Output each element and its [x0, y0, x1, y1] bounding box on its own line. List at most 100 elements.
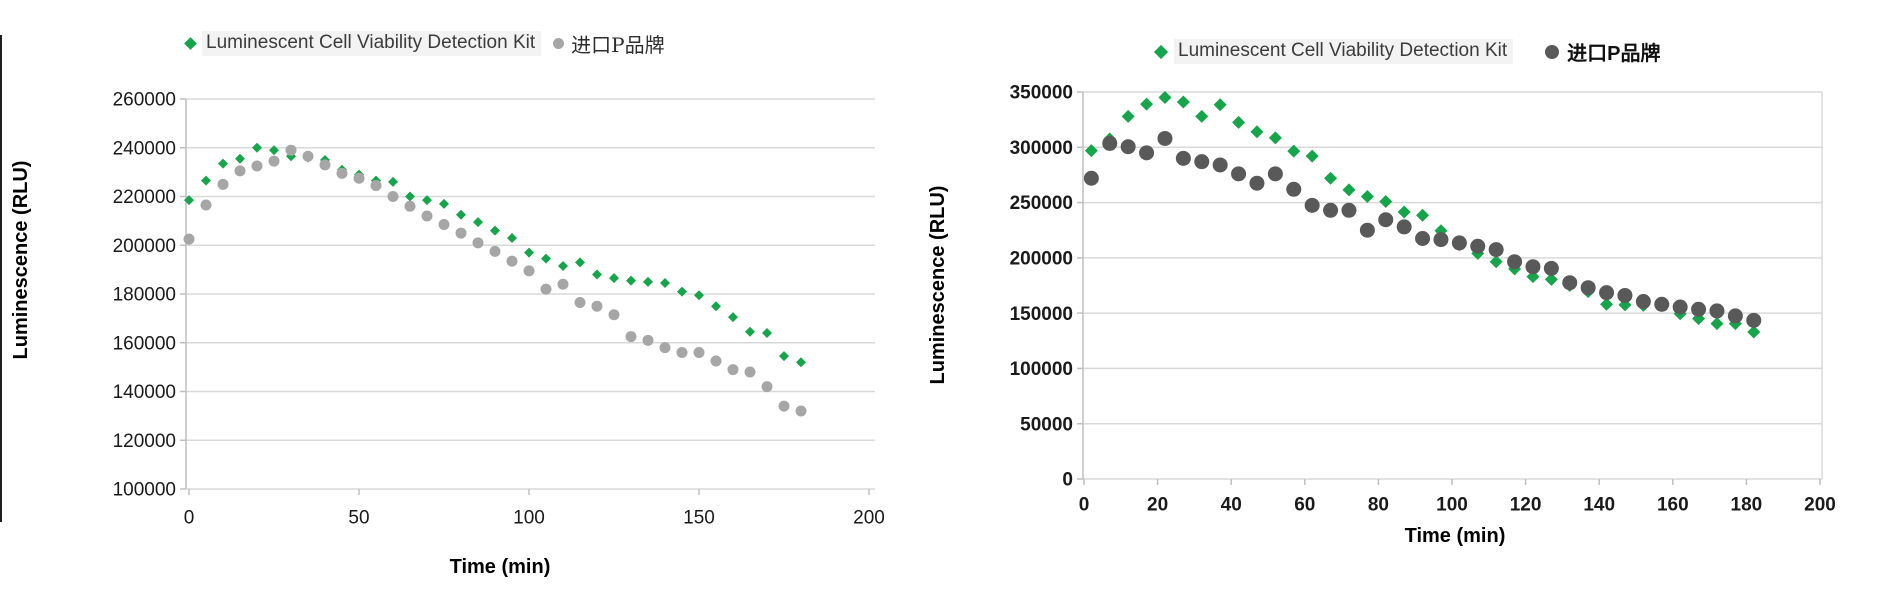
data-point-diamond — [592, 269, 602, 280]
data-point-diamond — [762, 328, 772, 338]
data-point-circle — [1083, 170, 1099, 186]
data-point-diamond — [1379, 194, 1393, 208]
data-point-diamond — [558, 260, 568, 271]
y-axis-title: Luminescence (RLU) — [10, 161, 32, 360]
data-point-diamond — [643, 276, 653, 287]
data-point-diamond — [1176, 95, 1190, 109]
x-tick-label: 80 — [1368, 495, 1389, 516]
data-point-circle — [1654, 296, 1670, 312]
data-point-circle — [1194, 154, 1210, 170]
x-tick-label: 200 — [1804, 495, 1836, 516]
data-point-circle — [268, 155, 280, 167]
data-point-circle — [795, 405, 807, 417]
data-point-diamond — [694, 290, 704, 301]
data-point-circle — [1341, 202, 1357, 218]
data-point-diamond — [660, 278, 670, 289]
data-point-circle — [1323, 202, 1339, 218]
x-tick-label: 180 — [1731, 495, 1763, 516]
data-point-circle — [183, 233, 195, 245]
data-point-circle — [778, 400, 790, 412]
x-tick-label: 200 — [853, 508, 885, 529]
y-tick-label: 300000 — [1010, 138, 1073, 159]
data-point-diamond — [1158, 91, 1172, 105]
data-point-circle — [404, 200, 416, 212]
data-point-circle — [251, 160, 263, 172]
y-tick-label: 220000 — [113, 187, 176, 208]
data-point-circle — [1415, 231, 1431, 247]
data-point-circle — [1231, 166, 1247, 182]
data-point-diamond — [609, 273, 619, 284]
data-point-circle — [1635, 294, 1651, 310]
x-tick-label: 40 — [1221, 495, 1242, 516]
y-tick-label: 350000 — [1010, 83, 1073, 104]
data-point-circle — [540, 283, 552, 295]
y-tick-label: 200000 — [1010, 249, 1073, 270]
data-point-circle — [1691, 301, 1707, 317]
data-point-circle — [1746, 312, 1762, 328]
data-point-diamond — [1287, 144, 1301, 158]
data-point-diamond — [1342, 183, 1356, 197]
left-edge-artifact — [0, 35, 2, 522]
data-point-circle — [1562, 275, 1578, 291]
y-tick-label: 200000 — [113, 236, 176, 257]
data-point-circle — [659, 342, 671, 354]
data-point-diamond — [626, 275, 636, 286]
chart-right: 350000 300000 250000 200000 150000 100000 5000… — [927, 83, 1836, 547]
data-point-diamond — [405, 191, 415, 202]
y-tick-label: 120000 — [113, 431, 176, 452]
data-point-circle — [744, 366, 756, 378]
data-point-circle — [1267, 166, 1283, 182]
data-point-circle — [370, 180, 382, 192]
data-point-circle — [387, 191, 399, 202]
legend-label-kit: Luminescent Cell Viability Detection Kit — [202, 31, 542, 56]
data-point-diamond — [1121, 109, 1135, 123]
data-point-circle — [472, 237, 484, 249]
data-point-circle — [200, 199, 212, 211]
data-point-circle — [1175, 150, 1191, 166]
x-tick-label: 160 — [1657, 495, 1689, 516]
data-point-circle — [1433, 232, 1449, 248]
data-point-diamond — [1324, 171, 1338, 185]
y-tick-label: 150000 — [1010, 304, 1073, 325]
x-tick-label: 0 — [1079, 495, 1090, 516]
data-point-circle — [1599, 285, 1615, 301]
data-point-circle — [319, 159, 331, 171]
data-point-circle — [217, 178, 229, 190]
data-point-diamond — [677, 286, 687, 297]
data-point-circle — [1617, 287, 1633, 303]
data-point-circle — [438, 219, 450, 231]
data-point-circle — [1157, 130, 1173, 146]
y-tick-label: 250000 — [1010, 193, 1073, 214]
data-point-circle — [421, 210, 433, 222]
data-point-diamond — [728, 312, 738, 323]
data-point-diamond — [1544, 272, 1558, 286]
data-point-diamond — [1489, 255, 1503, 269]
legend-item-kit: Luminescent Cell Viability Detection Kit — [184, 31, 542, 56]
data-point-circle — [1102, 135, 1118, 151]
data-point-circle — [302, 150, 314, 162]
data-point-diamond — [1747, 325, 1761, 339]
data-point-circle — [1709, 303, 1725, 319]
legend-item-import-brand: 进口P品牌 — [541, 29, 665, 58]
data-point-diamond — [1213, 98, 1227, 112]
data-point-diamond — [1232, 115, 1246, 129]
legend-item-kit: Luminescent Cell Viability Detection Kit — [1153, 39, 1514, 64]
y-tick-label: 0 — [1062, 470, 1073, 491]
data-point-diamond — [422, 195, 432, 206]
y-tick-label: 160000 — [113, 333, 176, 354]
y-tick-label: 100000 — [113, 480, 176, 501]
data-point-diamond — [1195, 109, 1209, 123]
data-point-diamond — [456, 209, 466, 220]
data-point-diamond — [1710, 317, 1724, 331]
legend-left-chart: Luminescent Cell Viability Detection Kit… — [184, 29, 665, 58]
data-point-diamond — [1140, 97, 1154, 111]
data-point-circle — [1304, 197, 1320, 213]
y-tick-label: 260000 — [113, 90, 176, 111]
data-point-circle — [1212, 157, 1228, 173]
data-point-circle — [1543, 260, 1559, 276]
data-point-circle — [336, 167, 348, 179]
data-point-circle — [591, 300, 603, 312]
legend-label-import-brand: 进口P品牌 — [1567, 43, 1661, 65]
y-tick-label: 100000 — [1010, 359, 1073, 380]
